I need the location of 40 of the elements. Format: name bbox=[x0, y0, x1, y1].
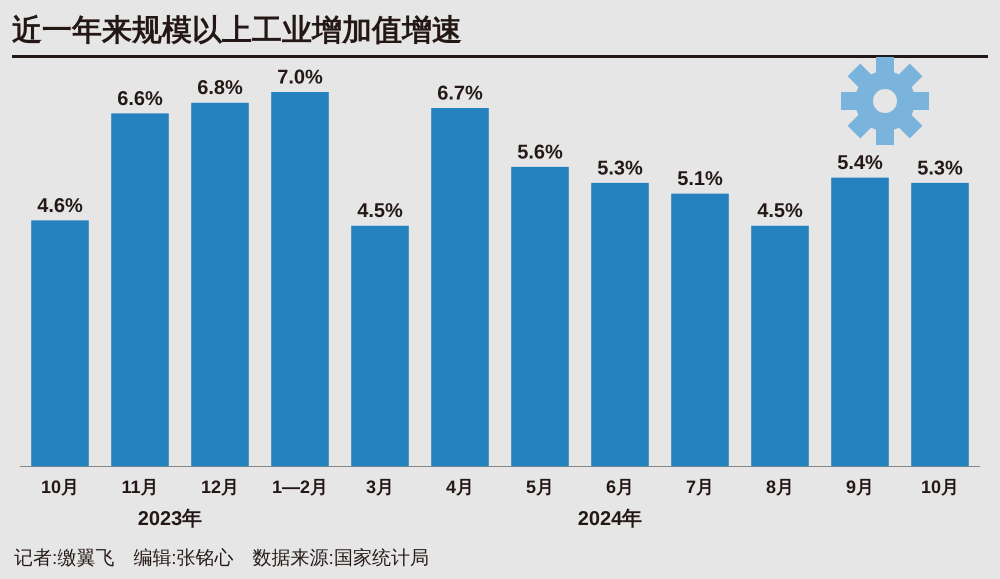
bar bbox=[111, 113, 169, 466]
x-tick-label: 3月 bbox=[366, 477, 394, 498]
x-tick-label: 4月 bbox=[446, 477, 474, 498]
data-label: 7.0% bbox=[277, 66, 324, 89]
x-tick-label: 11月 bbox=[121, 477, 159, 498]
data-label: 6.6% bbox=[117, 88, 164, 110]
data-label: 4.5% bbox=[757, 200, 804, 222]
bar bbox=[671, 194, 729, 466]
data-label: 5.1% bbox=[677, 168, 724, 190]
x-tick-label: 10月 bbox=[920, 477, 960, 498]
data-label: 5.6% bbox=[517, 141, 564, 164]
data-label: 5.3% bbox=[917, 157, 964, 180]
x-tick-label: 6月 bbox=[606, 477, 634, 498]
x-tick-label: 12月 bbox=[200, 477, 240, 498]
x-tick-label: 10月 bbox=[40, 477, 80, 498]
bar bbox=[511, 166, 569, 466]
chart-title: 近一年来规模以上工业增加值增速 bbox=[12, 10, 988, 58]
x-tick-label: 9月 bbox=[846, 477, 874, 498]
bar bbox=[191, 102, 249, 466]
data-label: 5.4% bbox=[837, 152, 884, 174]
bar bbox=[431, 108, 489, 466]
x-tick-label: 7月 bbox=[686, 477, 714, 498]
data-label: 6.7% bbox=[437, 82, 484, 105]
text: 2023年 bbox=[136, 507, 204, 532]
data-label: 5.3% bbox=[597, 157, 644, 180]
bar bbox=[751, 226, 809, 466]
bar bbox=[831, 178, 889, 466]
data-label: 4.5% bbox=[357, 200, 404, 222]
bar bbox=[271, 92, 329, 466]
bar bbox=[591, 182, 649, 466]
data-label: 4.6% bbox=[37, 194, 84, 217]
bar bbox=[911, 182, 969, 466]
data-label: 6.8% bbox=[197, 77, 244, 100]
text: 2024年 bbox=[576, 507, 644, 532]
x-tick-label: 1—2月 bbox=[272, 477, 328, 498]
x-tick-label: 5月 bbox=[526, 477, 554, 498]
x-tick-label: 8月 bbox=[766, 477, 794, 498]
bar bbox=[351, 226, 409, 466]
text: 记者:缴翼飞 编辑:张铭心 数据来源:国家统计局 bbox=[14, 547, 429, 571]
bar bbox=[31, 220, 89, 466]
